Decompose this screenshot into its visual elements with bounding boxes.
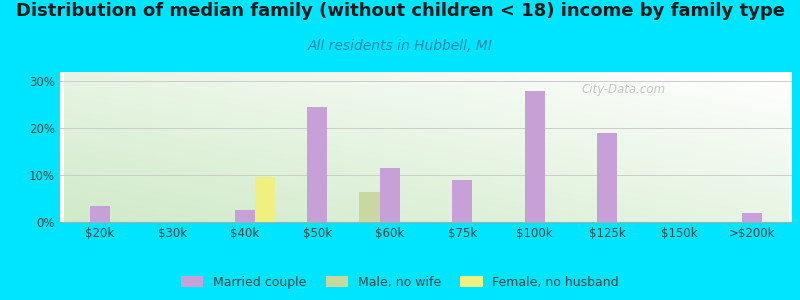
Bar	[307, 107, 327, 222]
Bar	[359, 191, 380, 222]
Text: Distribution of median family (without children < 18) income by family type: Distribution of median family (without c…	[15, 2, 785, 20]
Bar	[452, 180, 472, 222]
Bar	[380, 168, 400, 222]
Bar	[90, 206, 110, 222]
Legend: Married couple, Male, no wife, Female, no husband: Married couple, Male, no wife, Female, n…	[176, 271, 624, 294]
Text: City-Data.com: City-Data.com	[582, 83, 666, 97]
Bar	[234, 210, 255, 222]
Bar	[742, 213, 762, 222]
Bar	[525, 91, 545, 222]
Bar	[597, 133, 618, 222]
Text: All residents in Hubbell, MI: All residents in Hubbell, MI	[307, 39, 493, 53]
Bar	[255, 178, 275, 222]
